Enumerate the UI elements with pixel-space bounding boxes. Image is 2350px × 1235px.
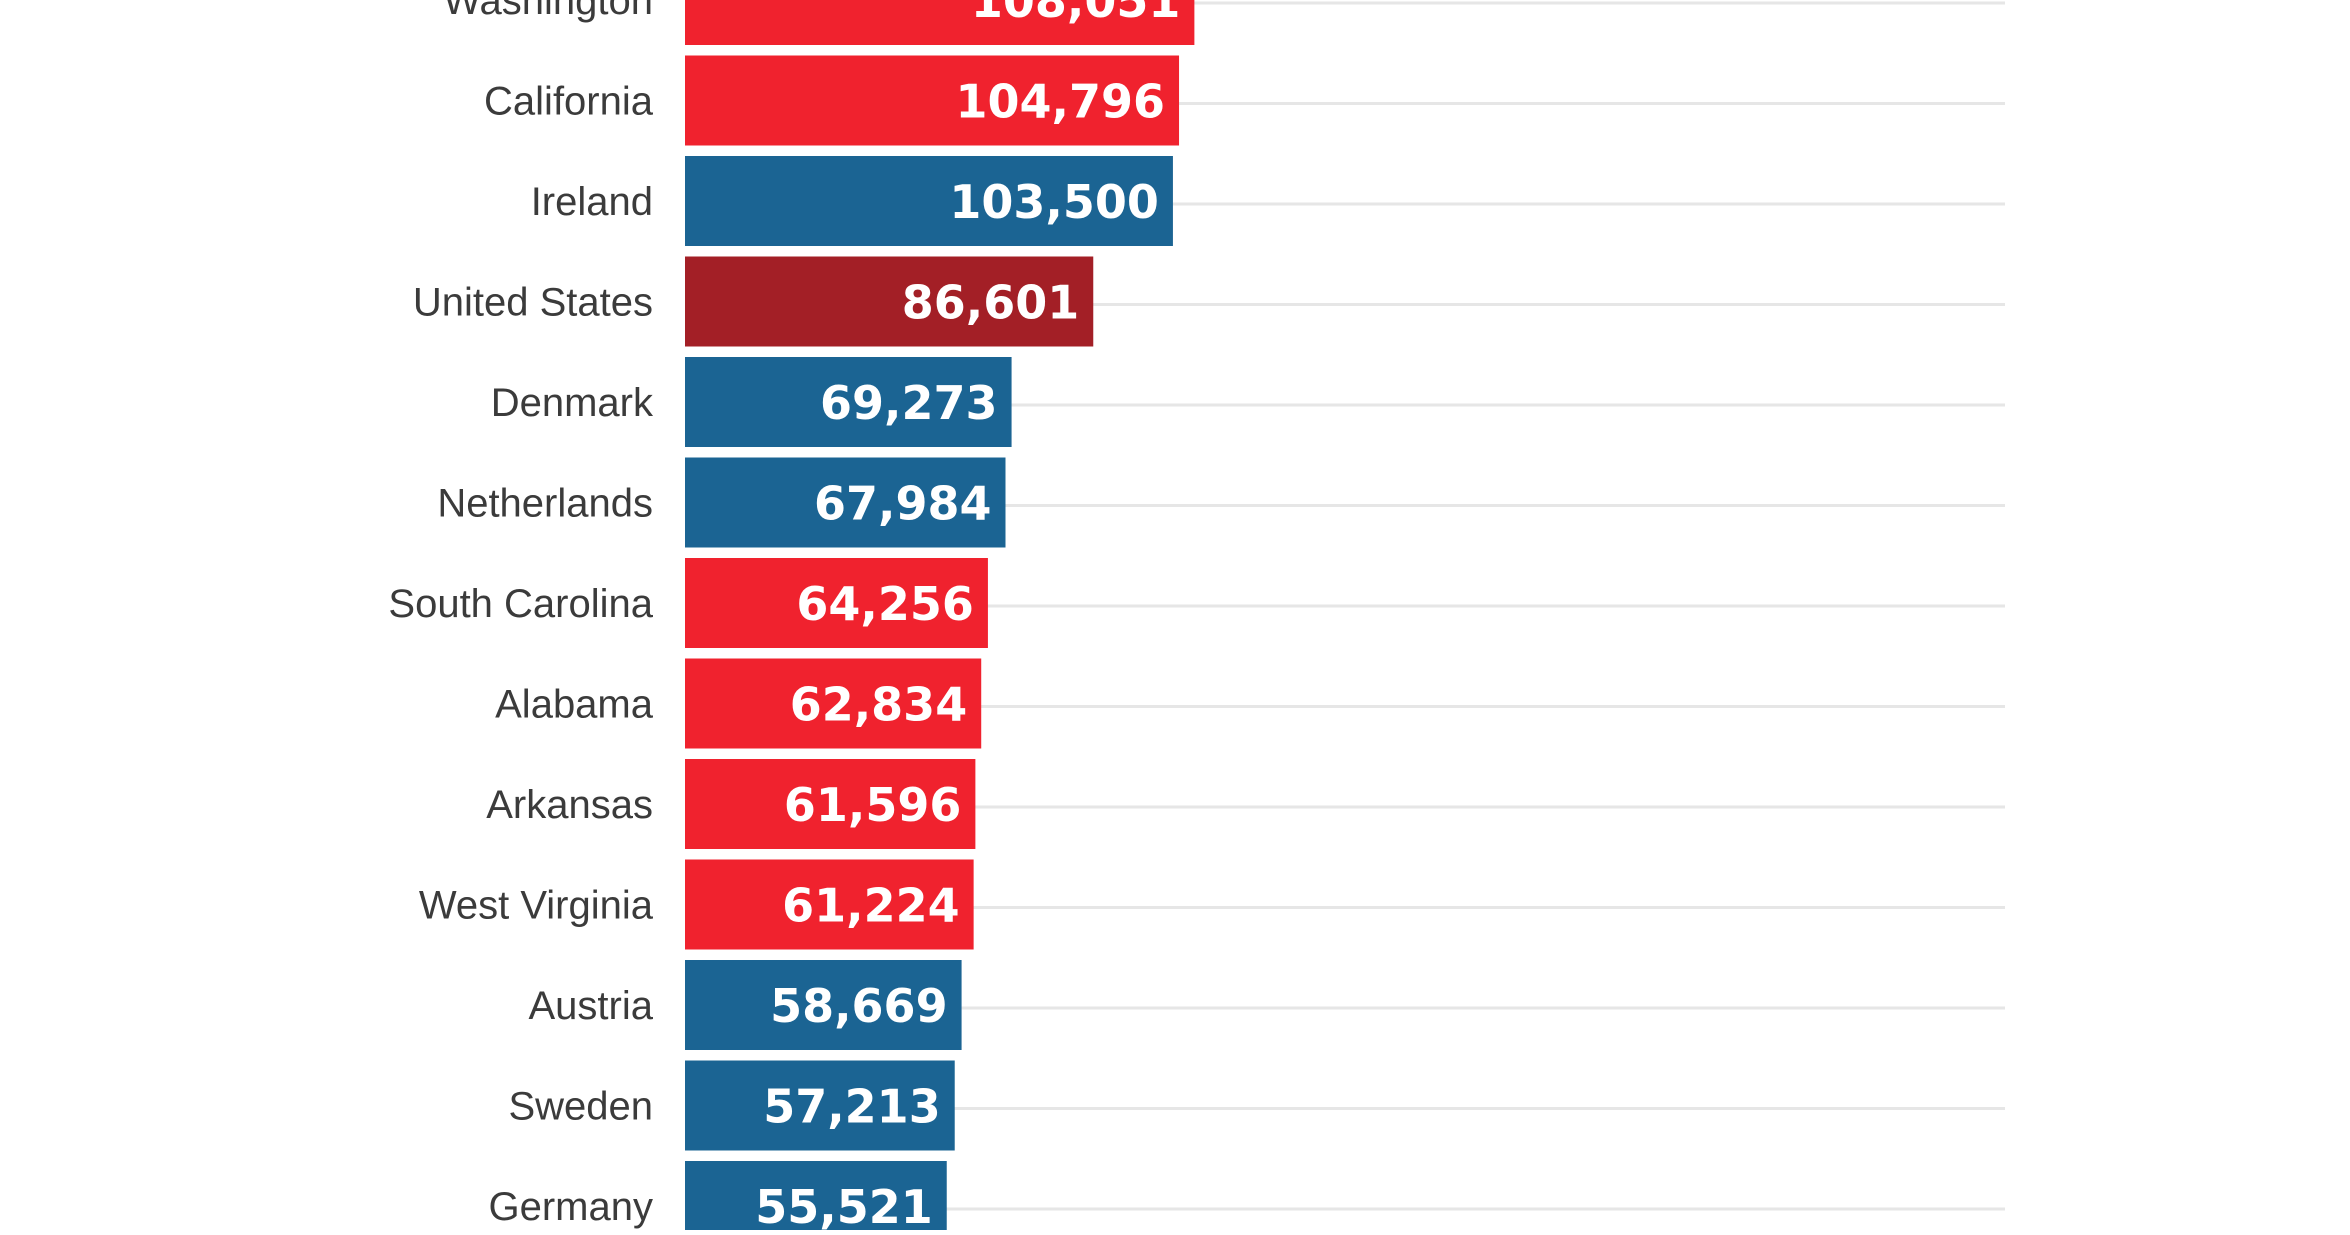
bar-west-virginia (685, 859, 974, 950)
bar-sweden (685, 1060, 955, 1151)
category-label: Sweden (508, 1085, 653, 1129)
value-label: 67,984 (814, 477, 992, 531)
category-label: Denmark (491, 381, 654, 425)
value-label: 69,273 (820, 376, 998, 430)
bar-netherlands (685, 457, 1006, 548)
bar-arkansas (685, 759, 976, 849)
value-label: 61,224 (782, 879, 960, 933)
category-label: Washington (443, 0, 653, 23)
bar-germany (685, 1161, 947, 1235)
value-label: 86,601 (902, 276, 1080, 330)
value-label: 108,051 (971, 0, 1181, 28)
category-label: Germany (489, 1185, 654, 1229)
bar-united-states (685, 256, 1094, 347)
category-label: United States (413, 281, 653, 325)
bar-ireland (685, 156, 1173, 246)
category-label: Alabama (495, 683, 654, 727)
value-label: 61,596 (784, 778, 962, 832)
value-label: 103,500 (949, 175, 1159, 229)
bar-washington (685, 0, 1195, 45)
bar-south-carolina (685, 558, 988, 648)
category-label: Netherlands (437, 482, 653, 526)
bar-alabama (685, 658, 982, 749)
bars (685, 0, 1195, 1235)
bar-denmark (685, 357, 1012, 447)
value-label: 64,256 (796, 577, 974, 631)
value-label: 104,796 (956, 75, 1166, 129)
category-label: Austria (529, 984, 654, 1028)
bar-austria (685, 960, 962, 1050)
labels: Washington 108,051 California 104,796 Irelan… (388, 0, 1181, 1234)
category-label: California (484, 80, 654, 124)
value-label: 55,521 (755, 1180, 933, 1230)
value-label: 58,669 (770, 979, 948, 1033)
value-label: 57,213 (763, 1080, 941, 1134)
category-label: South Carolina (388, 582, 653, 626)
value-label: 62,834 (790, 678, 968, 732)
category-label: Arkansas (486, 783, 653, 827)
category-label: West Virginia (419, 884, 654, 928)
category-label: Ireland (531, 180, 653, 224)
bar-california (685, 55, 1180, 146)
